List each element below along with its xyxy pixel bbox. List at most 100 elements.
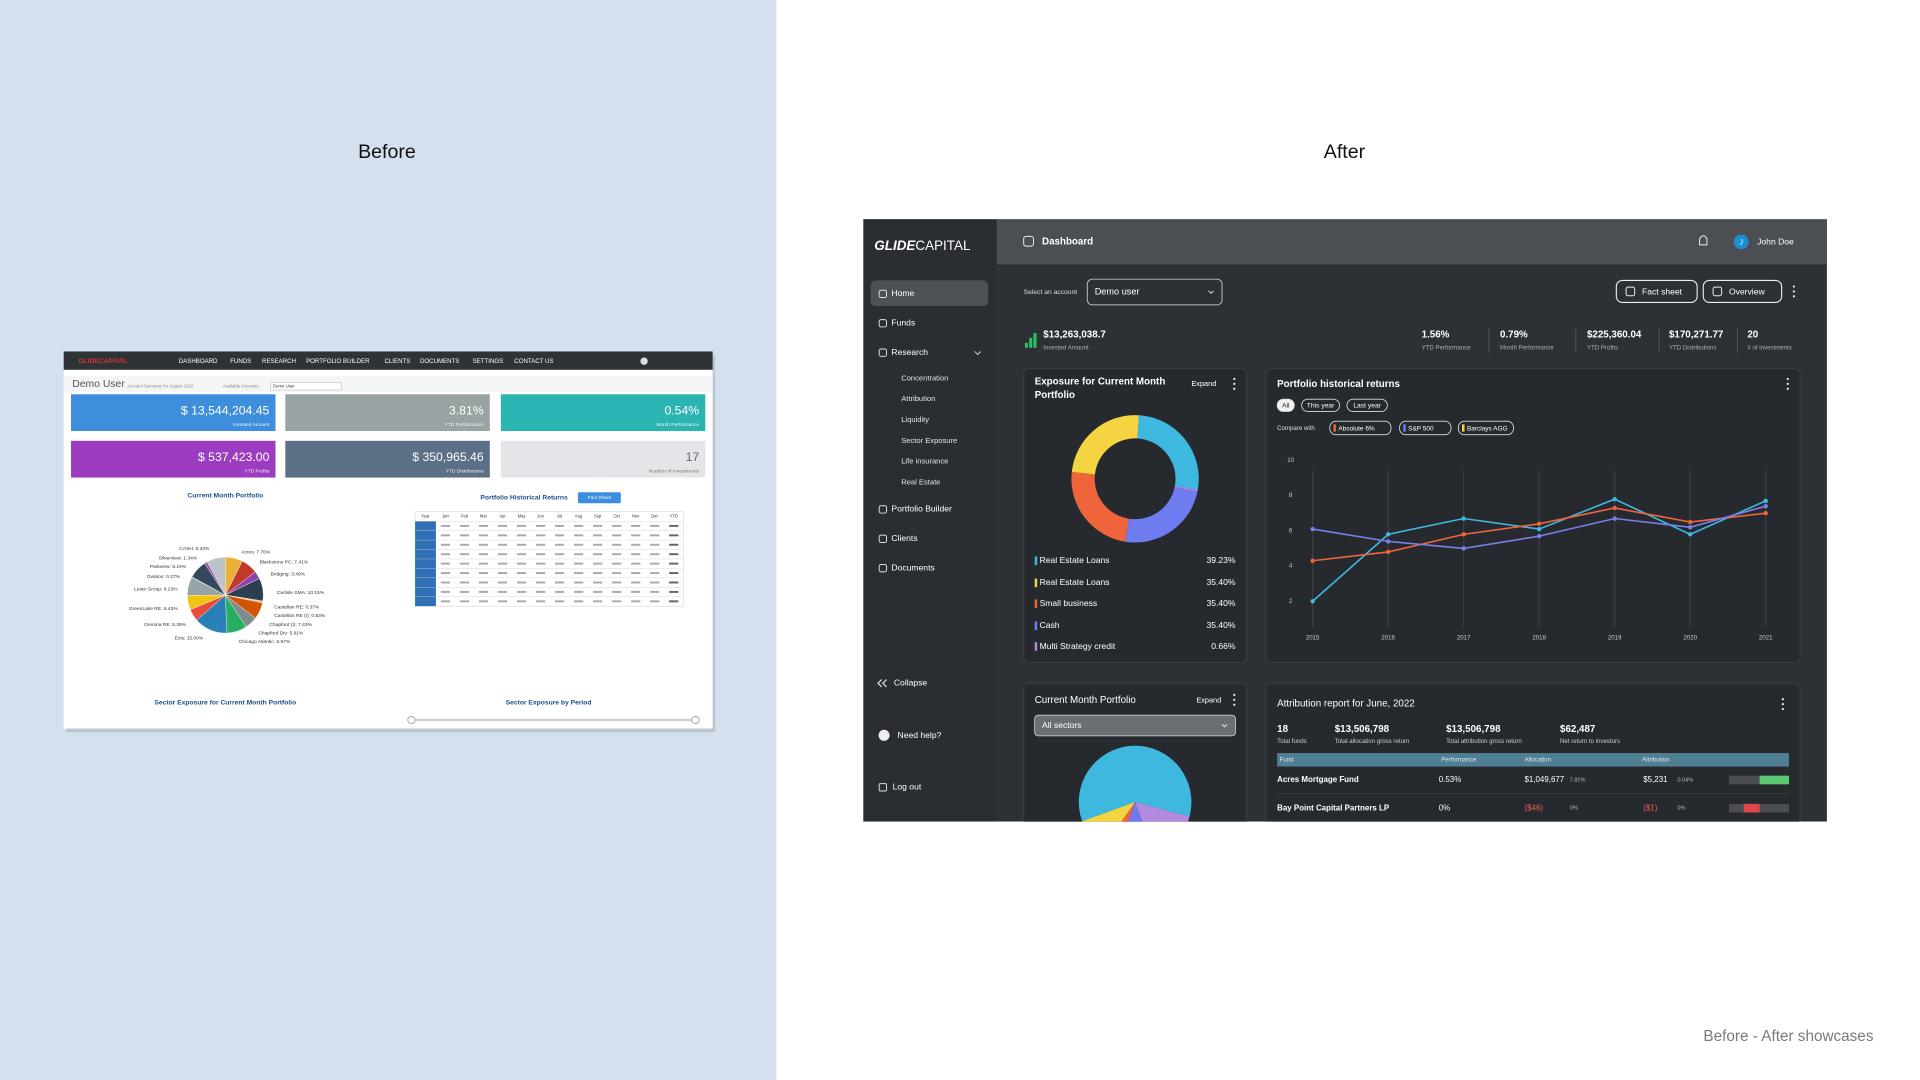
toolbar-button[interactable] xyxy=(1615,279,1698,303)
card xyxy=(1023,368,1248,663)
nav-item[interactable]: Research xyxy=(891,347,928,357)
y-tick-label: 2 xyxy=(1289,598,1293,605)
cell-text xyxy=(440,581,451,584)
slice-label: Acres: 7.76% xyxy=(241,550,271,556)
nav-item[interactable]: CLIENTS xyxy=(384,358,410,365)
cell-text xyxy=(497,590,508,593)
subnav-item[interactable]: Real Estate xyxy=(901,477,940,486)
icon xyxy=(1786,382,1789,385)
kpi-value: 17 xyxy=(686,450,700,464)
cell-text xyxy=(612,581,622,584)
filter-label: Last year xyxy=(1353,403,1381,410)
cell-text xyxy=(535,534,546,537)
nav-item[interactable]: CONTACT US xyxy=(514,358,553,365)
pie-slice xyxy=(206,556,226,596)
nav-item[interactable]: SETTINGS xyxy=(473,358,504,365)
home-icon xyxy=(1023,235,1034,247)
sector-select[interactable] xyxy=(1034,714,1236,737)
nav-item[interactable]: RESEARCH xyxy=(262,358,296,365)
slice-label: Silverview: 1.34% xyxy=(159,556,198,562)
cell-text xyxy=(440,600,451,603)
account-select[interactable] xyxy=(1086,278,1223,306)
card-title: Attribution report for June, 2022 xyxy=(1277,699,1415,710)
logo-light: CAPITAL xyxy=(915,238,971,253)
stat-value: $13,506,798 xyxy=(1446,724,1501,735)
cell-text xyxy=(612,562,622,565)
account-select[interactable] xyxy=(270,382,342,391)
cell-text xyxy=(669,553,679,556)
nav-item[interactable]: Home xyxy=(891,288,914,298)
expand-link[interactable]: Expand xyxy=(1196,695,1221,704)
point xyxy=(1763,498,1768,504)
nav-icon xyxy=(878,289,888,299)
filter-pill[interactable] xyxy=(1276,398,1295,412)
table-header: Mar xyxy=(480,514,488,519)
filter-pill[interactable] xyxy=(1301,398,1341,412)
nav-item[interactable]: PORTFOLIO BUILDER xyxy=(306,358,370,365)
fact-sheet-button[interactable] xyxy=(577,492,621,504)
help-link[interactable]: Need help? xyxy=(898,730,942,740)
cell-text xyxy=(535,524,546,527)
collapse[interactable]: Collapse xyxy=(894,678,928,688)
account-label: Select an account xyxy=(1024,289,1078,296)
nav-item[interactable]: Clients xyxy=(891,533,917,543)
point xyxy=(1688,532,1693,537)
cell-text xyxy=(535,581,546,584)
nav-item[interactable]: DASHBOARD xyxy=(179,358,218,365)
cell-text xyxy=(440,572,451,575)
cell-text xyxy=(631,590,641,593)
logout-icon xyxy=(878,783,888,792)
bell-icon[interactable] xyxy=(1699,235,1708,246)
stat-value: $62,487 xyxy=(1560,724,1596,735)
chart-title: Sector Exposure by Period xyxy=(506,700,592,707)
subnav-item[interactable]: Liquidity xyxy=(901,415,929,424)
cell-text xyxy=(535,572,546,575)
subnav-item[interactable]: Concentration xyxy=(901,373,948,382)
chart-title: Sector Exposure for Current Month Portfo… xyxy=(154,700,296,707)
cell-text xyxy=(593,572,603,575)
compare-chip[interactable] xyxy=(1399,420,1452,436)
table-header: Jun xyxy=(537,514,544,519)
chip-label: Barclays AGG xyxy=(1467,425,1508,432)
cell-text xyxy=(440,553,451,556)
chevron xyxy=(974,351,982,356)
compare-chip[interactable] xyxy=(1329,420,1392,436)
legend-label: Cash xyxy=(1040,620,1060,630)
icon xyxy=(1792,285,1795,288)
nav-item[interactable]: DOCUMENTS xyxy=(420,358,459,365)
cell-text xyxy=(669,590,679,593)
point xyxy=(1688,525,1693,530)
nav-active[interactable] xyxy=(870,280,989,307)
point xyxy=(1688,519,1693,525)
button-icon xyxy=(1712,286,1723,297)
cell-text xyxy=(459,581,470,584)
table-cell: 0% xyxy=(1570,806,1578,812)
subnav-item[interactable]: Life insurance xyxy=(901,457,948,466)
nav-item[interactable]: Funds xyxy=(891,318,915,328)
cell-text xyxy=(669,600,679,603)
compare-chip[interactable] xyxy=(1457,420,1514,436)
user-name[interactable]: John Doe xyxy=(1757,237,1794,247)
logout[interactable]: Log out xyxy=(893,782,922,792)
nav-item[interactable]: FUNDS xyxy=(230,358,251,365)
cell-text xyxy=(440,590,451,593)
nav-item[interactable]: Documents xyxy=(891,562,934,572)
subnav-item[interactable]: Sector Exposure xyxy=(901,436,957,445)
button-label: Overview xyxy=(1729,286,1766,296)
cell-text xyxy=(554,581,565,584)
logo: GLIDECAPITAL xyxy=(78,358,127,365)
chart-title: Current Month Portfolio xyxy=(187,493,263,500)
expand-link[interactable]: Expand xyxy=(1191,379,1216,388)
point xyxy=(1385,539,1391,544)
cell-text xyxy=(650,562,660,565)
filter-pill[interactable] xyxy=(1346,398,1388,412)
toolbar-button[interactable] xyxy=(1702,279,1783,303)
cell-text xyxy=(669,524,679,527)
subnav-item[interactable]: Attribution xyxy=(901,394,935,403)
table-header: May xyxy=(518,514,527,519)
table-cell: 0% xyxy=(1678,806,1686,812)
table-cell: 0.04% xyxy=(1678,777,1694,783)
legend-marker xyxy=(1034,556,1038,566)
nav-item[interactable]: Portfolio Builder xyxy=(891,504,952,514)
cell-text xyxy=(535,562,546,565)
